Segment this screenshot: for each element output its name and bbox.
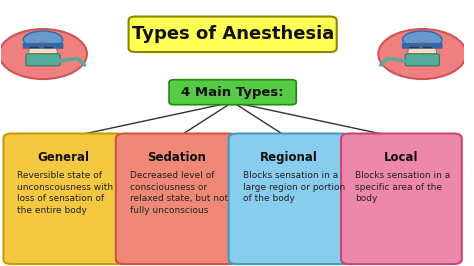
- Text: General: General: [38, 151, 90, 164]
- FancyBboxPatch shape: [3, 134, 124, 264]
- Text: 4 Main Types:: 4 Main Types:: [182, 86, 284, 99]
- FancyBboxPatch shape: [228, 134, 349, 264]
- Text: Regional: Regional: [260, 151, 318, 164]
- Text: Decreased level of
consciousness or
relaxed state, but not
fully unconscious: Decreased level of consciousness or rela…: [130, 171, 228, 214]
- Ellipse shape: [402, 31, 442, 48]
- FancyBboxPatch shape: [169, 80, 296, 105]
- Text: Local: Local: [384, 151, 419, 164]
- FancyBboxPatch shape: [116, 134, 237, 264]
- Circle shape: [378, 29, 466, 79]
- Circle shape: [0, 29, 87, 79]
- FancyBboxPatch shape: [405, 54, 439, 66]
- FancyBboxPatch shape: [341, 134, 462, 264]
- Ellipse shape: [23, 31, 63, 48]
- Text: Blocks sensation in a
specific area of the
body: Blocks sensation in a specific area of t…: [355, 171, 450, 203]
- FancyBboxPatch shape: [23, 43, 64, 49]
- FancyBboxPatch shape: [402, 43, 443, 49]
- FancyBboxPatch shape: [26, 54, 60, 66]
- Ellipse shape: [28, 43, 57, 61]
- Ellipse shape: [408, 43, 437, 61]
- FancyBboxPatch shape: [128, 16, 337, 52]
- Text: Sedation: Sedation: [147, 151, 206, 164]
- Text: Types of Anesthesia: Types of Anesthesia: [131, 25, 334, 43]
- Text: Reversible state of
unconscousness with
loss of sensation of
the entire body: Reversible state of unconscousness with …: [18, 171, 113, 214]
- Text: Blocks sensation in a
large region or portion
of the body: Blocks sensation in a large region or po…: [243, 171, 345, 203]
